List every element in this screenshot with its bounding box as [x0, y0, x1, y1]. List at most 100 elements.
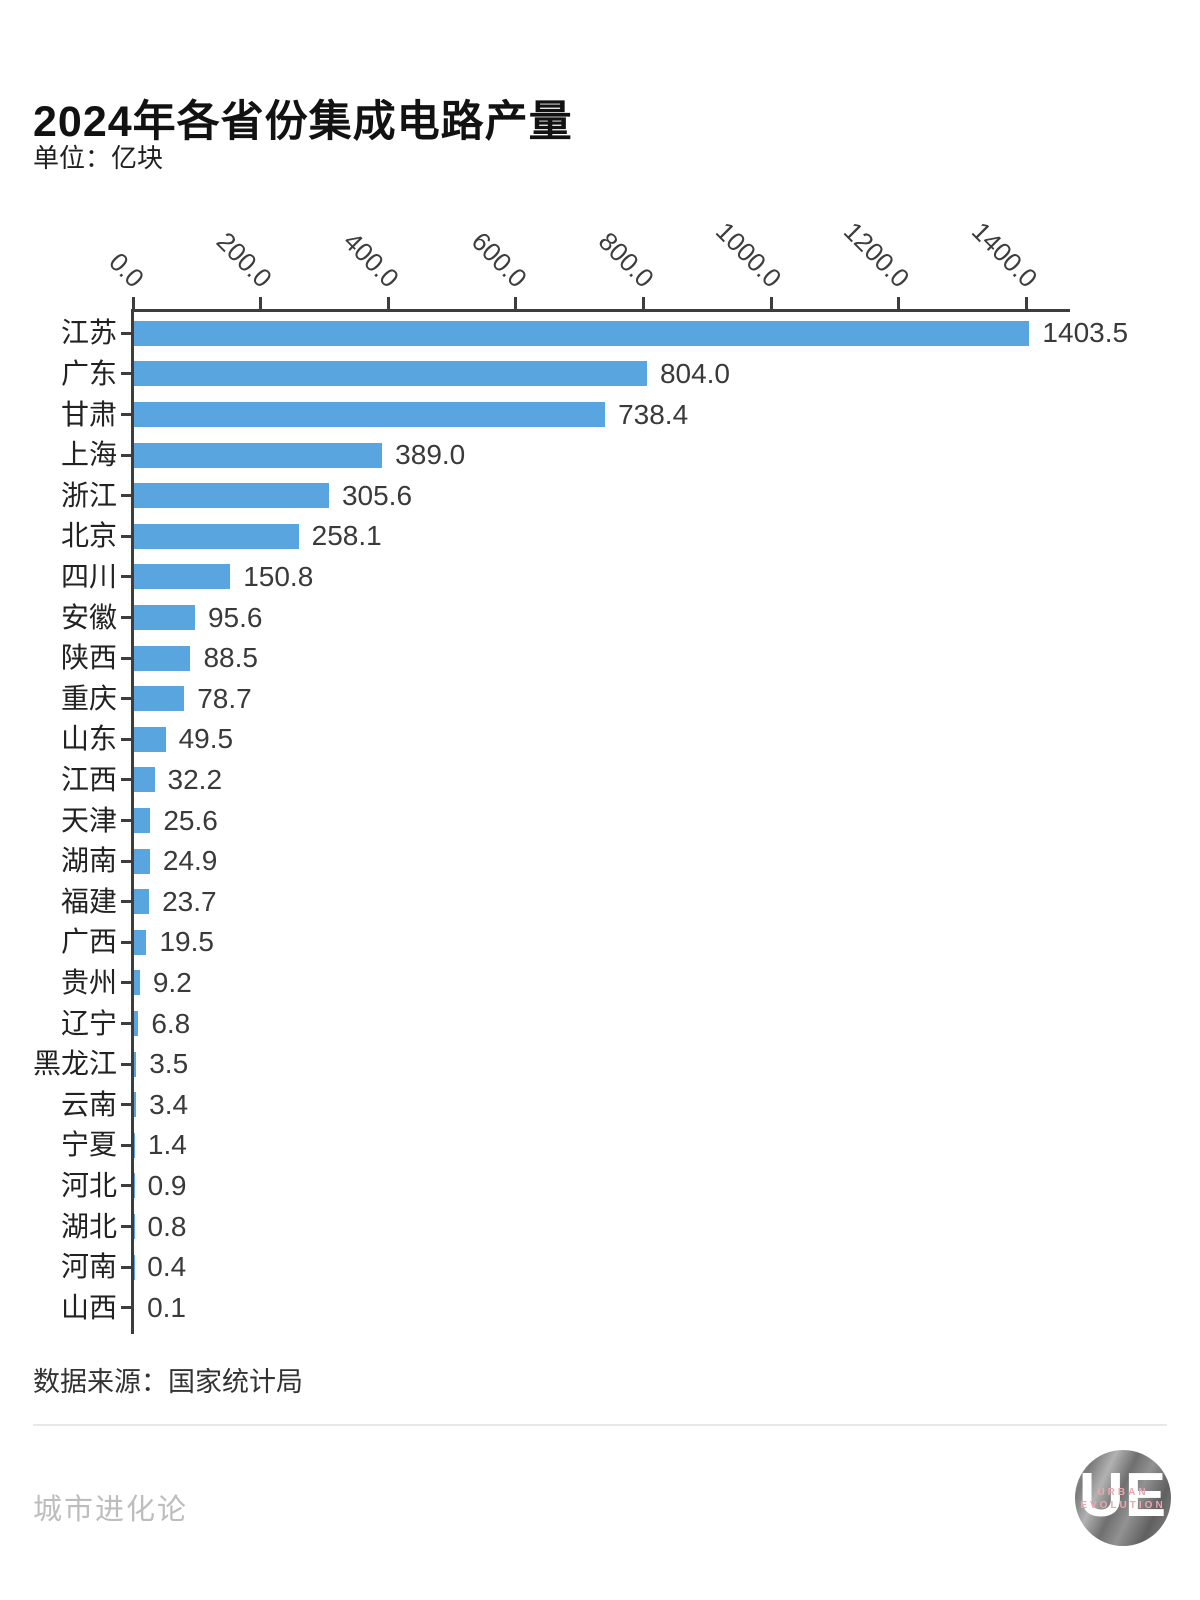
bar: [134, 1173, 135, 1199]
x-tick-label: 1400.0: [965, 215, 1044, 294]
y-axis-tick: [121, 697, 133, 701]
province-label: 甘肃: [60, 398, 117, 430]
bar-value-label: 1.4: [147, 1129, 187, 1161]
y-axis-tick: [121, 413, 133, 416]
bar-value-label: 95.6: [207, 601, 263, 633]
bar-value-label: 3.4: [149, 1088, 189, 1120]
province-label: 宁夏: [60, 1129, 117, 1161]
province-label: 广西: [60, 926, 117, 958]
y-axis-tick: [121, 331, 133, 335]
x-axis-tick: [641, 297, 645, 309]
bar-value-label: 24.9: [162, 845, 218, 877]
y-axis-tick: [121, 534, 133, 538]
bar-value-label: 305.6: [341, 479, 413, 511]
logo-subtext-line1: URBAN: [1097, 1487, 1149, 1498]
y-axis-tick: [121, 778, 133, 782]
logo-subtext-line2: EVOLUTION: [1080, 1500, 1166, 1511]
logo-monogram: UE: [1078, 1461, 1168, 1530]
province-label: 江苏: [60, 317, 117, 349]
y-axis-tick: [121, 900, 133, 904]
province-label: 重庆: [60, 682, 117, 714]
province-label: 湖南: [60, 845, 117, 877]
bar: [134, 970, 140, 996]
province-label: 天津: [60, 804, 117, 836]
x-axis-line: [131, 309, 1070, 312]
bar-chart: 0.0 200.0 400.0 600.0 800.0 1000.0 1200.0 1400.…: [32, 215, 1129, 1334]
x-tick-label: 1000.0: [710, 215, 788, 294]
x-tick-label: 200.0: [210, 226, 278, 294]
y-axis-tick: [121, 494, 133, 498]
y-axis-tick: [121, 575, 133, 579]
x-axis-tick: [131, 297, 135, 309]
bar-value-label: 150.8: [243, 560, 314, 592]
bar-value-label: 6.8: [151, 1007, 191, 1039]
bar-value-label: 32.2: [167, 763, 223, 795]
y-axis-tick: [121, 981, 133, 985]
province-label: 安徽: [60, 601, 117, 633]
province-label: 浙江: [60, 479, 117, 511]
bar-value-label: 23.7: [162, 885, 217, 917]
bar-value-label: 78.7: [197, 682, 252, 714]
y-axis-tick: [121, 1225, 133, 1228]
bar: [134, 889, 150, 915]
bar-value-label: 0.9: [147, 1169, 187, 1201]
province-label: 福建: [60, 885, 117, 917]
x-axis-tick: [769, 297, 773, 309]
province-label: 广东: [60, 357, 117, 389]
y-axis-tick: [121, 819, 133, 822]
province-label: 山东: [60, 723, 117, 755]
bar: [134, 523, 299, 549]
y-axis-tick: [121, 1103, 133, 1107]
y-axis-tick: [121, 372, 133, 376]
logo-subtext: URBAN EVOLUTION: [1075, 1486, 1171, 1512]
x-tick-label: 800.0: [593, 226, 661, 294]
x-tick-label: 1200.0: [838, 215, 916, 294]
province-label: 北京: [60, 520, 117, 552]
province-label: 四川: [60, 560, 117, 592]
bar-value-label: 9.2: [152, 966, 192, 998]
y-axis-tick: [121, 1265, 133, 1269]
y-axis-tick: [121, 1022, 133, 1025]
x-axis-tick: [1024, 297, 1028, 309]
bar: [134, 686, 185, 712]
bar-value-label: 389.0: [395, 439, 466, 471]
bar: [134, 1132, 135, 1158]
bar: [134, 929, 147, 955]
y-axis-tick: [121, 859, 133, 863]
province-label: 陕西: [60, 642, 117, 674]
bar: [134, 808, 151, 833]
province-label: 黑龙江: [32, 1048, 117, 1080]
x-axis-tick: [259, 297, 263, 309]
bar: [134, 564, 231, 590]
page-title: 2024年各省份集成电路产量: [33, 97, 573, 146]
bar: [134, 1051, 137, 1077]
x-axis-tick: [514, 297, 518, 309]
province-label: 湖北: [60, 1210, 117, 1242]
y-axis-tick: [121, 1143, 133, 1147]
y-axis-tick: [121, 1062, 133, 1066]
y-axis-tick: [121, 656, 133, 660]
bar-value-label: 0.8: [147, 1210, 187, 1242]
bar-value-label: 3.5: [149, 1048, 189, 1080]
bar-value-label: 1403.5: [1042, 317, 1129, 349]
province-label: 河北: [60, 1169, 117, 1201]
x-axis-tick: [386, 297, 390, 309]
province-label: 贵州: [60, 966, 117, 998]
y-axis-tick: [121, 940, 133, 944]
brand-logo: UE URBAN EVOLUTION: [1075, 1450, 1171, 1546]
bar: [134, 402, 606, 427]
bar: [134, 848, 150, 874]
province-label: 江西: [60, 763, 117, 795]
x-axis-tick: [897, 297, 901, 309]
bar-value-label: 49.5: [178, 723, 234, 755]
bar-value-label: 0.4: [147, 1251, 187, 1283]
bar: [134, 726, 166, 752]
bar: [134, 320, 1030, 346]
bar: [134, 1214, 135, 1239]
bar-value-label: 88.5: [203, 642, 258, 674]
province-label: 河南: [60, 1251, 117, 1283]
x-tick-label: 0.0: [103, 246, 150, 294]
y-axis-tick: [121, 737, 133, 741]
bar: [134, 442, 383, 468]
